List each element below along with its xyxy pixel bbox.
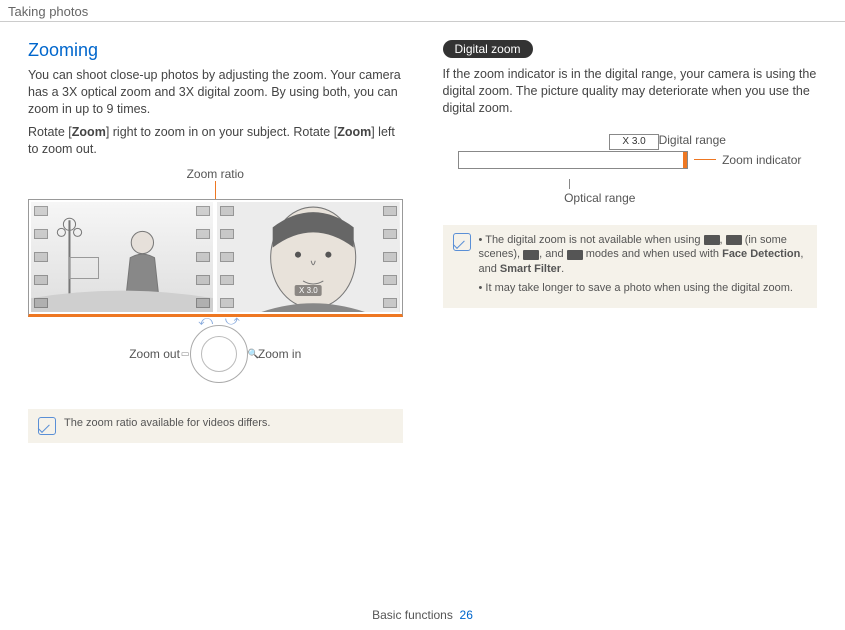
smart-filter-label: Smart Filter (500, 263, 561, 275)
mode-icon (567, 250, 583, 260)
note-box: The zoom ratio available for videos diff… (28, 409, 403, 443)
zoom-indicator-bar: X 3.0 (458, 151, 688, 169)
note-icon (38, 417, 56, 435)
page-footer: Basic functions 26 (0, 608, 845, 622)
zoom-keyword: Zoom (72, 125, 106, 139)
section-title-zooming: Zooming (28, 40, 403, 61)
overlay-item-icon (196, 229, 210, 239)
overlay-item-icon (34, 252, 48, 262)
mode-icon (523, 250, 539, 260)
digital-zoom-para: If the zoom indicator is in the digital … (443, 66, 818, 117)
right-icon-strip (196, 206, 210, 308)
left-icon-strip (220, 206, 234, 308)
overlay-item-icon (34, 206, 48, 216)
overlay-item-icon (220, 298, 234, 308)
camera-preview-zoomed: X 3.0 (217, 202, 399, 312)
left-icon-strip (34, 206, 48, 308)
footer-section: Basic functions (372, 608, 453, 622)
note-box: The digital zoom is not available when u… (443, 225, 818, 308)
preview-illustration-icon (31, 202, 213, 312)
focus-frame-icon (69, 257, 99, 279)
overlay-item-icon (383, 252, 397, 262)
dial-arrows-icon: ⤺ ⤻ (191, 312, 247, 329)
zooming-para-1: You can shoot close-up photos by adjusti… (28, 67, 403, 118)
overlay-item-icon (196, 206, 210, 216)
camera-preview-wide (31, 202, 213, 312)
overlay-item-icon (383, 206, 397, 216)
note-text: The zoom ratio available for videos diff… (64, 417, 270, 429)
zoom-dial-icon: ⤺ ⤻ ▭ 🔍 (190, 325, 248, 383)
overlay-item-icon (383, 275, 397, 285)
callout-line (694, 159, 716, 160)
digital-zoom-pill: Digital zoom (443, 40, 533, 58)
right-column: Digital zoom If the zoom indicator is in… (443, 40, 818, 443)
mode-icon (726, 235, 742, 245)
note-item: The digital zoom is not available when u… (479, 233, 808, 278)
zoom-pointer-icon (683, 152, 687, 168)
text: modes and when used with (583, 248, 722, 260)
right-icon-strip (383, 206, 397, 308)
dial-tele-icon: 🔍 (248, 349, 259, 360)
mode-icon (704, 235, 720, 245)
optical-range-wrap: Optical range (443, 179, 818, 205)
zoom-in-label: Zoom in (258, 347, 301, 361)
zoom-indicator-label: Zoom indicator (722, 153, 801, 167)
text: ] right to zoom in on your subject. Rota… (106, 125, 337, 139)
camera-preview-row: X 3.0 (28, 199, 403, 317)
note-icon (453, 233, 471, 251)
overlay-item-icon (383, 229, 397, 239)
overlay-item-icon (196, 275, 210, 285)
zooming-para-2: Rotate [Zoom] right to zoom in on your s… (28, 124, 403, 158)
zoom-ratio-label-wrap: Zoom ratio (28, 167, 403, 199)
callout-line (569, 179, 570, 189)
callout-line (215, 181, 216, 199)
zoom-out-label: Zoom out (129, 347, 180, 361)
overlay-item-icon (220, 252, 234, 262)
overlay-item-icon (34, 298, 48, 308)
overlay-item-icon (34, 275, 48, 285)
text: The digital zoom is not available when u… (485, 234, 703, 246)
overlay-item-icon (383, 298, 397, 308)
page-number: 26 (460, 608, 473, 622)
face-detection-label: Face Detection (722, 248, 800, 260)
zoom-indicator-diagram: Digital range X 3.0 Zoom indicator Optic… (443, 133, 818, 205)
text: . (561, 263, 564, 275)
page-header: Taking photos (0, 0, 845, 22)
zoom-value-box: X 3.0 (609, 134, 659, 150)
text: Rotate [ (28, 125, 72, 139)
zoom-ratio-badge: X 3.0 (295, 285, 322, 296)
zoom-ratio-label: Zoom ratio (187, 167, 244, 181)
main-content: Zooming You can shoot close-up photos by… (0, 22, 845, 443)
zoom-keyword: Zoom (337, 125, 371, 139)
note-list: The digital zoom is not available when u… (479, 233, 808, 300)
left-column: Zooming You can shoot close-up photos by… (28, 40, 403, 443)
overlay-item-icon (220, 229, 234, 239)
zoom-dial-row: Zoom out ⤺ ⤻ ▭ 🔍 Zoom in (28, 325, 403, 383)
dial-wide-icon: ▭ (181, 349, 190, 360)
optical-range-label: Optical range (564, 191, 635, 205)
overlay-item-icon (34, 229, 48, 239)
overlay-item-icon (196, 298, 210, 308)
overlay-item-icon (196, 252, 210, 262)
note-item: It may take longer to save a photo when … (479, 281, 808, 296)
overlay-item-icon (220, 206, 234, 216)
overlay-item-icon (220, 275, 234, 285)
